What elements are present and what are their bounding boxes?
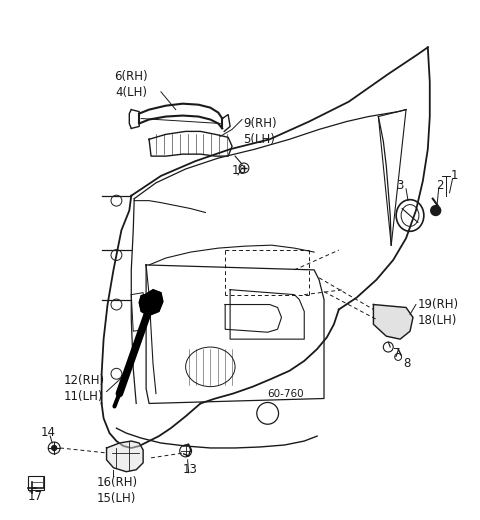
- Text: 12(RH)
11(LH): 12(RH) 11(LH): [64, 374, 105, 403]
- Text: 9(RH)
5(LH): 9(RH) 5(LH): [243, 116, 276, 146]
- Text: 14: 14: [40, 426, 55, 439]
- Bar: [28, 476, 44, 489]
- Text: 19(RH)
18(LH): 19(RH) 18(LH): [418, 297, 459, 327]
- Text: 2: 2: [436, 179, 443, 192]
- Text: 17: 17: [27, 489, 43, 502]
- Polygon shape: [139, 290, 163, 316]
- Polygon shape: [373, 305, 413, 339]
- Polygon shape: [107, 441, 143, 472]
- Text: 1: 1: [451, 169, 458, 182]
- Text: 3: 3: [396, 179, 403, 192]
- Circle shape: [431, 205, 441, 215]
- Text: 16(RH)
15(LH): 16(RH) 15(LH): [96, 476, 138, 505]
- Text: 60-760: 60-760: [268, 388, 304, 399]
- Text: 8: 8: [403, 357, 410, 370]
- Circle shape: [52, 446, 57, 450]
- Text: 7: 7: [393, 347, 401, 360]
- Text: 6(RH)
4(LH): 6(RH) 4(LH): [114, 70, 148, 99]
- Text: 10: 10: [232, 164, 247, 177]
- Text: 13: 13: [183, 463, 198, 476]
